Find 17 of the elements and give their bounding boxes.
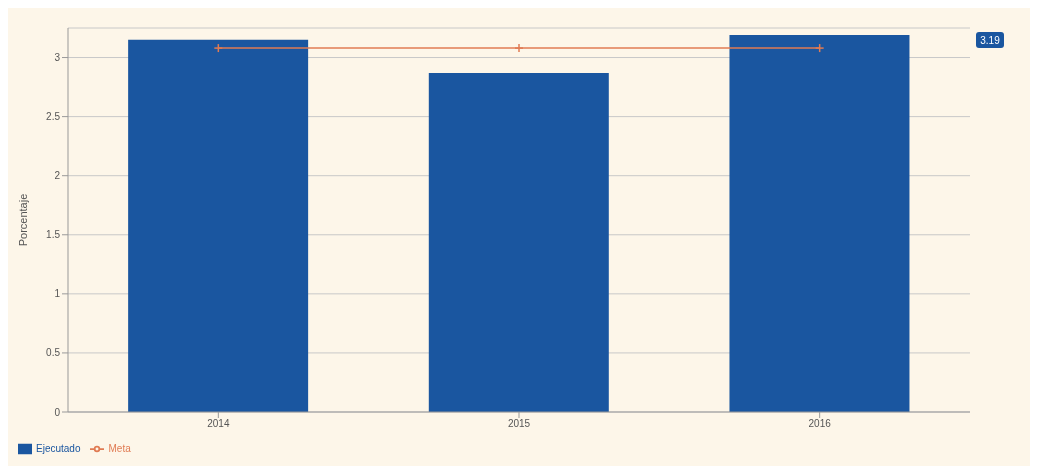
- y-tick-label: 2: [54, 170, 61, 182]
- x-tick-label: 2015: [507, 418, 531, 430]
- y-tick-label: 0: [54, 406, 61, 418]
- y-axis-title: Porcentaje: [16, 193, 29, 247]
- y-tick-label: 1: [54, 288, 61, 300]
- legend-label: Meta: [108, 442, 131, 454]
- y-tick-label: 1.5: [46, 229, 61, 241]
- x-tick-label: 2014: [207, 418, 230, 430]
- bar: [128, 39, 309, 412]
- bar: [428, 72, 609, 412]
- text: 3.19: [980, 35, 1001, 46]
- legend-label: Ejecutado: [36, 442, 81, 454]
- x-tick-label: 2016: [808, 418, 832, 430]
- y-tick-label: 2.5: [46, 111, 61, 123]
- bar: [729, 35, 910, 412]
- y-tick-label: 3: [54, 52, 61, 64]
- y-tick-label: 0.5: [46, 347, 61, 359]
